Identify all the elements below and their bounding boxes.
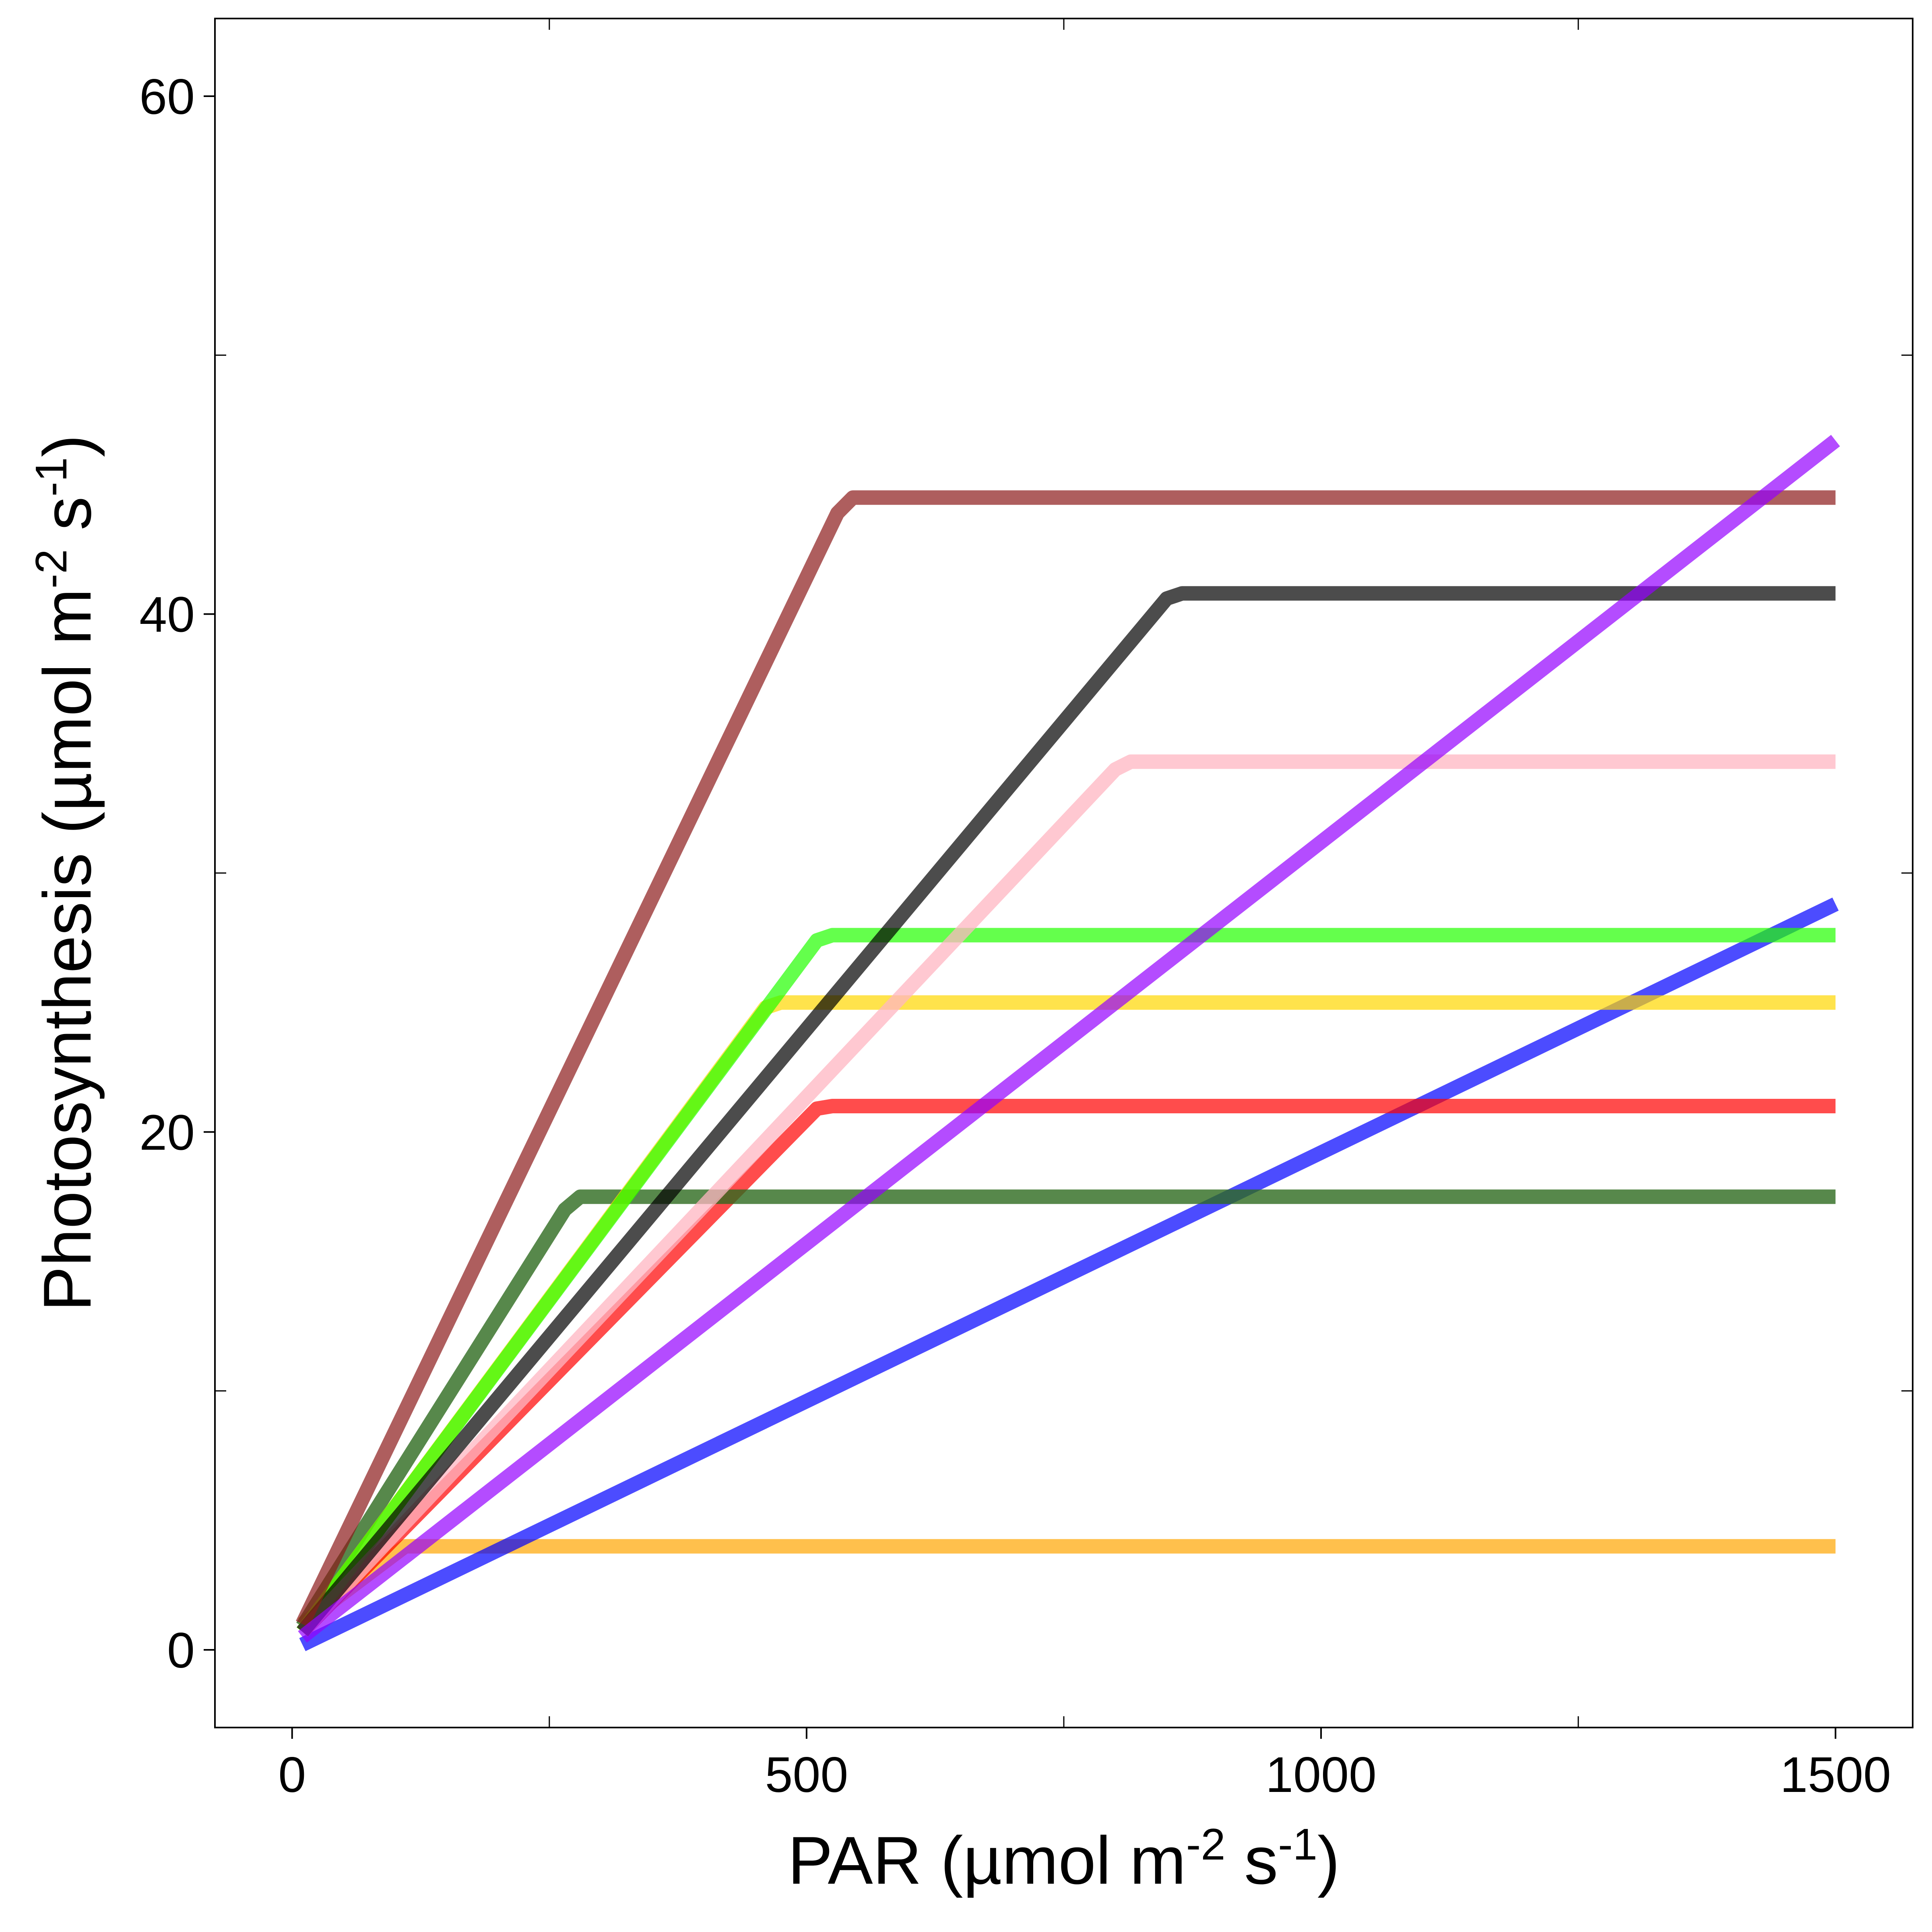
y-tick-label: 40 bbox=[139, 587, 195, 643]
x-tick-label: 500 bbox=[765, 1747, 848, 1803]
series-layer bbox=[296, 435, 1840, 1651]
series-line-2 bbox=[299, 897, 1839, 1651]
series-line-3 bbox=[297, 1099, 1836, 1637]
y-tick-label: 0 bbox=[167, 1623, 195, 1678]
series-line-10 bbox=[298, 435, 1840, 1643]
x-tick-label: 0 bbox=[278, 1747, 306, 1803]
x-tick-label: 1000 bbox=[1265, 1747, 1377, 1803]
y-tick-label: 60 bbox=[139, 69, 195, 125]
x-axis-title-close: ) bbox=[1317, 1823, 1340, 1898]
y-tick-label: 20 bbox=[139, 1105, 195, 1160]
x-axis-title-main: PAR (µmol m bbox=[788, 1823, 1186, 1898]
y-axis-title-exp2: -1 bbox=[27, 457, 76, 497]
x-axis-title-unit: s bbox=[1226, 1823, 1278, 1898]
series-line-6 bbox=[296, 928, 1836, 1636]
y-axis-title-main: Photosynthesis (µmol m bbox=[29, 588, 105, 1311]
y-axis-title-close: ) bbox=[29, 435, 105, 457]
x-axis-title: PAR (µmol m-2 s-1) bbox=[788, 1820, 1340, 1898]
y-axis-title-unit: s bbox=[29, 497, 105, 549]
x-axis-title-exp1: -2 bbox=[1186, 1820, 1226, 1869]
series-line-8 bbox=[297, 586, 1836, 1637]
series-line-4 bbox=[296, 1189, 1836, 1631]
series-line-7 bbox=[297, 754, 1836, 1637]
y-axis-title: Photosynthesis (µmol m-2 s-1) bbox=[27, 435, 105, 1311]
axis-layer: 0 500 1000 1500 0 20 40 60 bbox=[139, 19, 1913, 1803]
x-axis-title-exp2: -1 bbox=[1278, 1820, 1317, 1869]
series-line-9 bbox=[296, 490, 1836, 1627]
x-tick-label: 1500 bbox=[1780, 1747, 1891, 1803]
y-axis-title-exp1: -2 bbox=[27, 549, 76, 588]
